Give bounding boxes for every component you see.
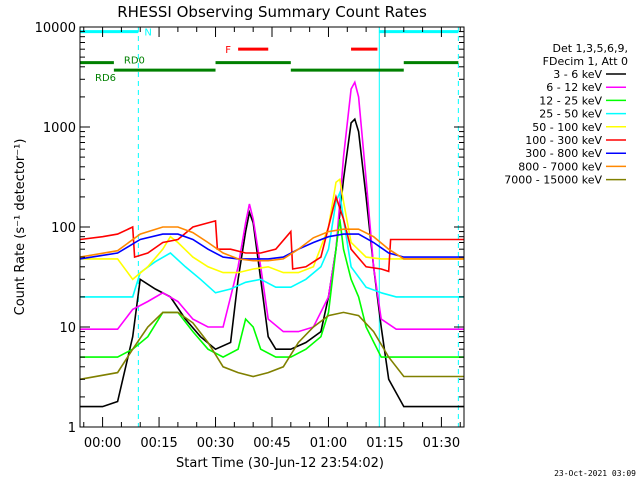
series-line-300-800-kev [79,233,464,260]
x-tick-label: 00:30 [197,436,234,451]
timestamp: 23-Oct-2021 03:09 [554,469,636,478]
axes: 1 10 100 1000 10000 00:00 00:15 00:30 00:45 01:00… [35,21,464,451]
legend-label-300-800-kev: 300 - 800 keV [525,147,602,160]
state-label-f: F [225,45,231,56]
series-line-7000-15000-kev [79,311,464,381]
y-tick-label: 1 [68,421,76,436]
legend-label-100-300-kev: 100 - 300 keV [525,134,602,147]
y-tick-label: 10 [59,321,76,336]
x-axis-label: Start Time (30-Jun-12 23:54:02) [176,456,384,471]
plot-frame [79,26,465,428]
legend-header-line: FDecim 1, Att 0 [543,55,628,68]
x-tick-label: 01:30 [423,436,460,451]
legend: Det 1,3,5,6,9,FDecim 1, Att 03 - 6 keV6 … [504,42,628,187]
series-line-50-100-kev [80,177,464,281]
y-tick-label: 10000 [35,21,76,36]
legend-header-line: Det 1,3,5,6,9, [552,42,628,55]
series-line-3-6-kev [80,117,464,408]
x-tick-label: 00:15 [140,436,177,451]
x-tick-label: 00:45 [253,436,290,451]
legend-label-800-7000-kev: 800 - 7000 keV [518,160,602,173]
legend-label-3-6-kev: 3 - 6 keV [553,68,602,81]
plot-area: N F RD0 RD6 [79,27,464,427]
series-line-25-50-kev [80,189,464,298]
x-tick-label: 00:00 [84,436,121,451]
y-tick-label: 100 [51,221,76,236]
state-label-rd6: RD6 [95,73,116,84]
legend-label-12-25-kev: 12 - 25 keV [539,94,602,107]
chart-title: RHESSI Observing Summary Count Rates [117,3,427,21]
legend-label-50-100-kev: 50 - 100 keV [532,121,602,134]
state-label-n: N [144,28,151,39]
x-tick-label: 01:00 [310,436,347,451]
series-line-100-300-kev [79,194,464,273]
legend-label-7000-15000-kev: 7000 - 15000 keV [504,174,602,187]
x-tick-label: 01:15 [366,436,403,451]
state-label-rd0: RD0 [124,56,145,67]
y-tick-label: 1000 [43,121,76,136]
series-line-6-12-kev [80,80,464,333]
y-axis-label: Count Rate (s⁻¹ detector⁻¹) [13,139,28,316]
series-line-800-7000-kev [79,226,464,262]
legend-label-25-50-kev: 25 - 50 keV [539,108,602,121]
legend-label-6-12-kev: 6 - 12 keV [546,81,602,94]
